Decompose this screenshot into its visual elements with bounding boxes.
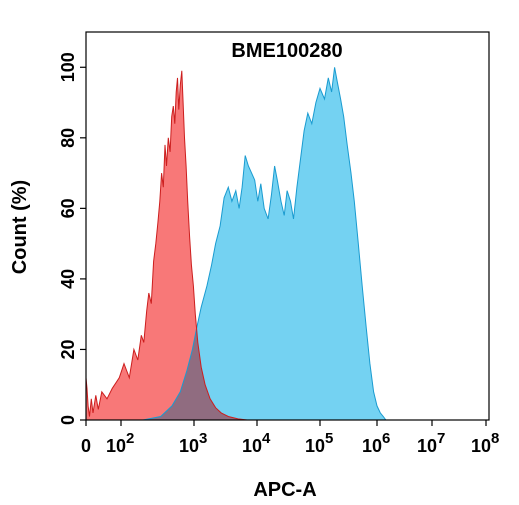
x-tick-label: 107 <box>417 430 445 456</box>
control-histogram-outline <box>86 70 248 420</box>
plot-area <box>86 67 387 420</box>
y-tick-label: 60 <box>58 198 78 218</box>
y-tick-label: 0 <box>58 415 78 425</box>
plot-frame <box>85 31 490 421</box>
x-tick-label: 105 <box>305 430 333 456</box>
chart-title: BME100280 <box>231 40 342 62</box>
x-axis: 0 102 103 104 105 106 107 108 <box>81 420 499 456</box>
x-axis-label: APC-A <box>253 479 316 501</box>
x-tick-label: 102 <box>106 430 134 456</box>
x-tick-label: 0 <box>81 436 91 456</box>
y-tick-label: 40 <box>58 269 78 289</box>
x-tick-label: 108 <box>471 430 499 456</box>
y-tick-label: 20 <box>58 339 78 359</box>
y-tick-label: 100 <box>58 52 78 82</box>
x-tick-label: 103 <box>179 430 207 456</box>
y-axis-label: Count (%) <box>9 180 31 274</box>
y-axis: 0 20 40 60 80 100 <box>58 52 86 425</box>
x-tick-label: 104 <box>242 430 271 456</box>
sample-histogram <box>86 67 386 420</box>
control-histogram <box>86 70 248 420</box>
sample-histogram-outline <box>86 67 387 420</box>
x-tick-label: 106 <box>362 430 390 456</box>
y-tick-label: 80 <box>58 128 78 148</box>
